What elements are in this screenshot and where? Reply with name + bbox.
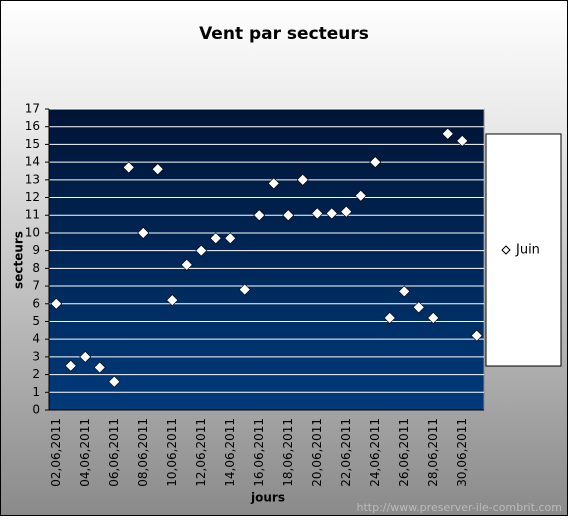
source: http://www.preserver-ile-combrit.com: [357, 501, 563, 514]
marker: [383, 312, 396, 324]
x-tick-label: 16,06,2011: [252, 418, 266, 487]
x-tick-label: 18,06,2011: [281, 418, 295, 487]
legend-box: [485, 133, 562, 367]
marker: [108, 375, 121, 388]
marker: [470, 329, 483, 342]
marker: [296, 173, 309, 186]
y-tick-label: 10: [25, 225, 40, 239]
marker: [79, 350, 92, 363]
marker: [93, 361, 106, 374]
marker: [369, 156, 382, 169]
y-tick-label: 7: [32, 279, 40, 293]
y-tick-label: 1: [32, 385, 40, 399]
y-tick-label: 3: [32, 349, 40, 363]
marker: [64, 359, 77, 372]
marker: [412, 301, 425, 314]
y-tick-label: 5: [32, 314, 40, 328]
x-axis-title: jours: [250, 491, 285, 505]
marker: [137, 227, 150, 239]
x-tick-label: 30,06,2011: [455, 418, 469, 487]
marker: [166, 294, 179, 307]
marker: [354, 189, 367, 202]
marker: [209, 232, 222, 245]
y-tick-label: 14: [25, 155, 40, 169]
marker: [151, 163, 164, 176]
marker: [427, 312, 440, 324]
marker: [267, 177, 280, 190]
marker: [441, 127, 454, 140]
marker: [325, 207, 338, 220]
marker: [224, 232, 237, 245]
y-tick-label: 16: [25, 119, 40, 133]
y-tick-label: 15: [25, 137, 40, 151]
marker: [282, 209, 295, 222]
marker: [253, 209, 266, 222]
x-tick-label: 20,06,2011: [310, 418, 324, 487]
y-tick-label: 13: [25, 172, 40, 186]
marker: [340, 205, 353, 218]
marker: [456, 134, 469, 147]
y-tick-label: 2: [32, 367, 40, 381]
marker: [311, 207, 324, 220]
y-tick-label: 6: [32, 296, 40, 310]
marker: [50, 297, 63, 310]
x-tick-label: 08,06,2011: [136, 418, 150, 487]
y-tick-label: 11: [25, 208, 40, 222]
y-tick-label: 12: [25, 190, 40, 204]
x-tick-label: 26,06,2011: [397, 418, 411, 487]
plot-area: [48, 108, 485, 411]
chart-title: Vent par secteurs: [199, 24, 369, 44]
x-tick-label: 28,06,2011: [426, 418, 440, 487]
x-tick-label: 10,06,2011: [165, 418, 179, 487]
marker: [398, 285, 411, 298]
y-tick-label: 17: [25, 102, 40, 116]
x-tick-label: 24,06,2011: [368, 418, 382, 487]
x-tick-label: 04,06,2011: [78, 418, 92, 487]
y-tick-label: 0: [32, 403, 40, 417]
marker: [195, 244, 208, 257]
x-tick-label: 06,06,2011: [107, 418, 121, 487]
marker: [180, 258, 193, 271]
x-tick-label: 02,06,2011: [49, 418, 63, 487]
legend-label: Juin: [515, 243, 540, 258]
x-tick-label: 22,06,2011: [339, 418, 353, 487]
marker: [238, 283, 251, 296]
legend-marker: [501, 245, 511, 255]
y-axis-title: secteurs: [12, 231, 26, 289]
y-tick-label: 4: [32, 332, 40, 346]
y-tick-label: 9: [32, 243, 40, 257]
x-tick-label: 12,06,2011: [194, 418, 208, 487]
x-tick-label: 14,06,2011: [223, 418, 237, 487]
y-tick-label: 8: [32, 261, 40, 275]
marker: [122, 161, 135, 174]
